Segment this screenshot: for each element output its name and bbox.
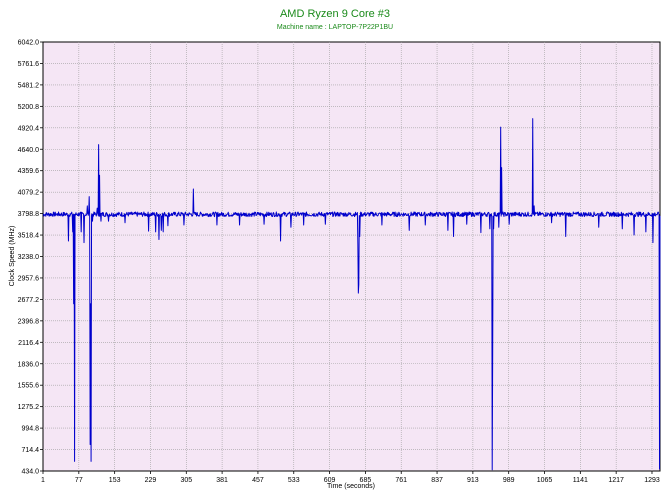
x-tick-label: 457 [252, 477, 264, 484]
y-tick-label: 2677.2 [18, 297, 40, 304]
x-axis-label: Time (seconds) [327, 483, 375, 490]
x-tick-label: 533 [288, 477, 300, 484]
y-tick-label: 1275.2 [18, 404, 40, 411]
y-tick-label: 5200.8 [18, 104, 40, 111]
y-tick-label: 4920.4 [18, 125, 40, 132]
y-tick-label: 2116.4 [18, 340, 39, 347]
chart-subtitle: Machine name : LAPTOP-7P22P1BU [277, 24, 393, 31]
series-line [42, 118, 661, 471]
y-tick-label: 3798.8 [18, 211, 40, 218]
y-tick-label: 3238.0 [18, 254, 40, 261]
y-tick-label: 714.4 [21, 447, 39, 454]
y-axis-label: Clock Speed (MHz) [9, 226, 16, 287]
y-tick-label: 4640.0 [18, 147, 40, 154]
x-tick-label: 229 [145, 477, 157, 484]
series-layer [42, 118, 661, 471]
x-tick-label: 1293 [644, 477, 660, 484]
x-tick-label: 77 [75, 477, 83, 484]
chart-title: AMD Ryzen 9 Core #3 [280, 8, 390, 20]
x-tick-label: 609 [324, 477, 336, 484]
x-tick-label: 761 [395, 477, 407, 484]
y-tick-label: 1836.0 [18, 361, 40, 368]
y-tick-label: 2957.6 [18, 275, 40, 282]
x-tick-label: 837 [431, 477, 443, 484]
x-axis: 1 77 153 229 305 381 457 533 609 685 761 837 913 989 1… [41, 471, 660, 484]
y-axis: 6042.0 5761.6 5481.2 5200.8 4920.4 4640.0 4359… [18, 40, 43, 476]
y-tick-label: 1555.6 [18, 383, 40, 390]
y-tick-label: 6042.0 [18, 40, 40, 47]
y-tick-label: 994.8 [21, 426, 39, 433]
grid [43, 42, 660, 471]
x-tick-label: 381 [216, 477, 228, 484]
y-tick-label: 4359.6 [18, 168, 40, 175]
y-tick-label: 2396.8 [18, 318, 40, 325]
x-tick-label: 1 [41, 477, 45, 484]
x-tick-label: 1217 [608, 477, 624, 484]
y-tick-label: 3518.4 [18, 233, 40, 240]
y-tick-label: 4079.2 [18, 190, 40, 197]
y-tick-label: 5761.6 [18, 61, 40, 68]
x-tick-label: 153 [109, 477, 121, 484]
y-tick-label: 434.0 [21, 469, 39, 476]
x-tick-label: 989 [503, 477, 515, 484]
x-tick-label: 1065 [537, 477, 553, 484]
y-tick-label: 5481.2 [18, 82, 40, 89]
x-tick-label: 1141 [573, 477, 588, 484]
x-tick-label: 685 [360, 477, 372, 484]
x-tick-label: 305 [180, 477, 192, 484]
x-tick-label: 913 [467, 477, 479, 484]
